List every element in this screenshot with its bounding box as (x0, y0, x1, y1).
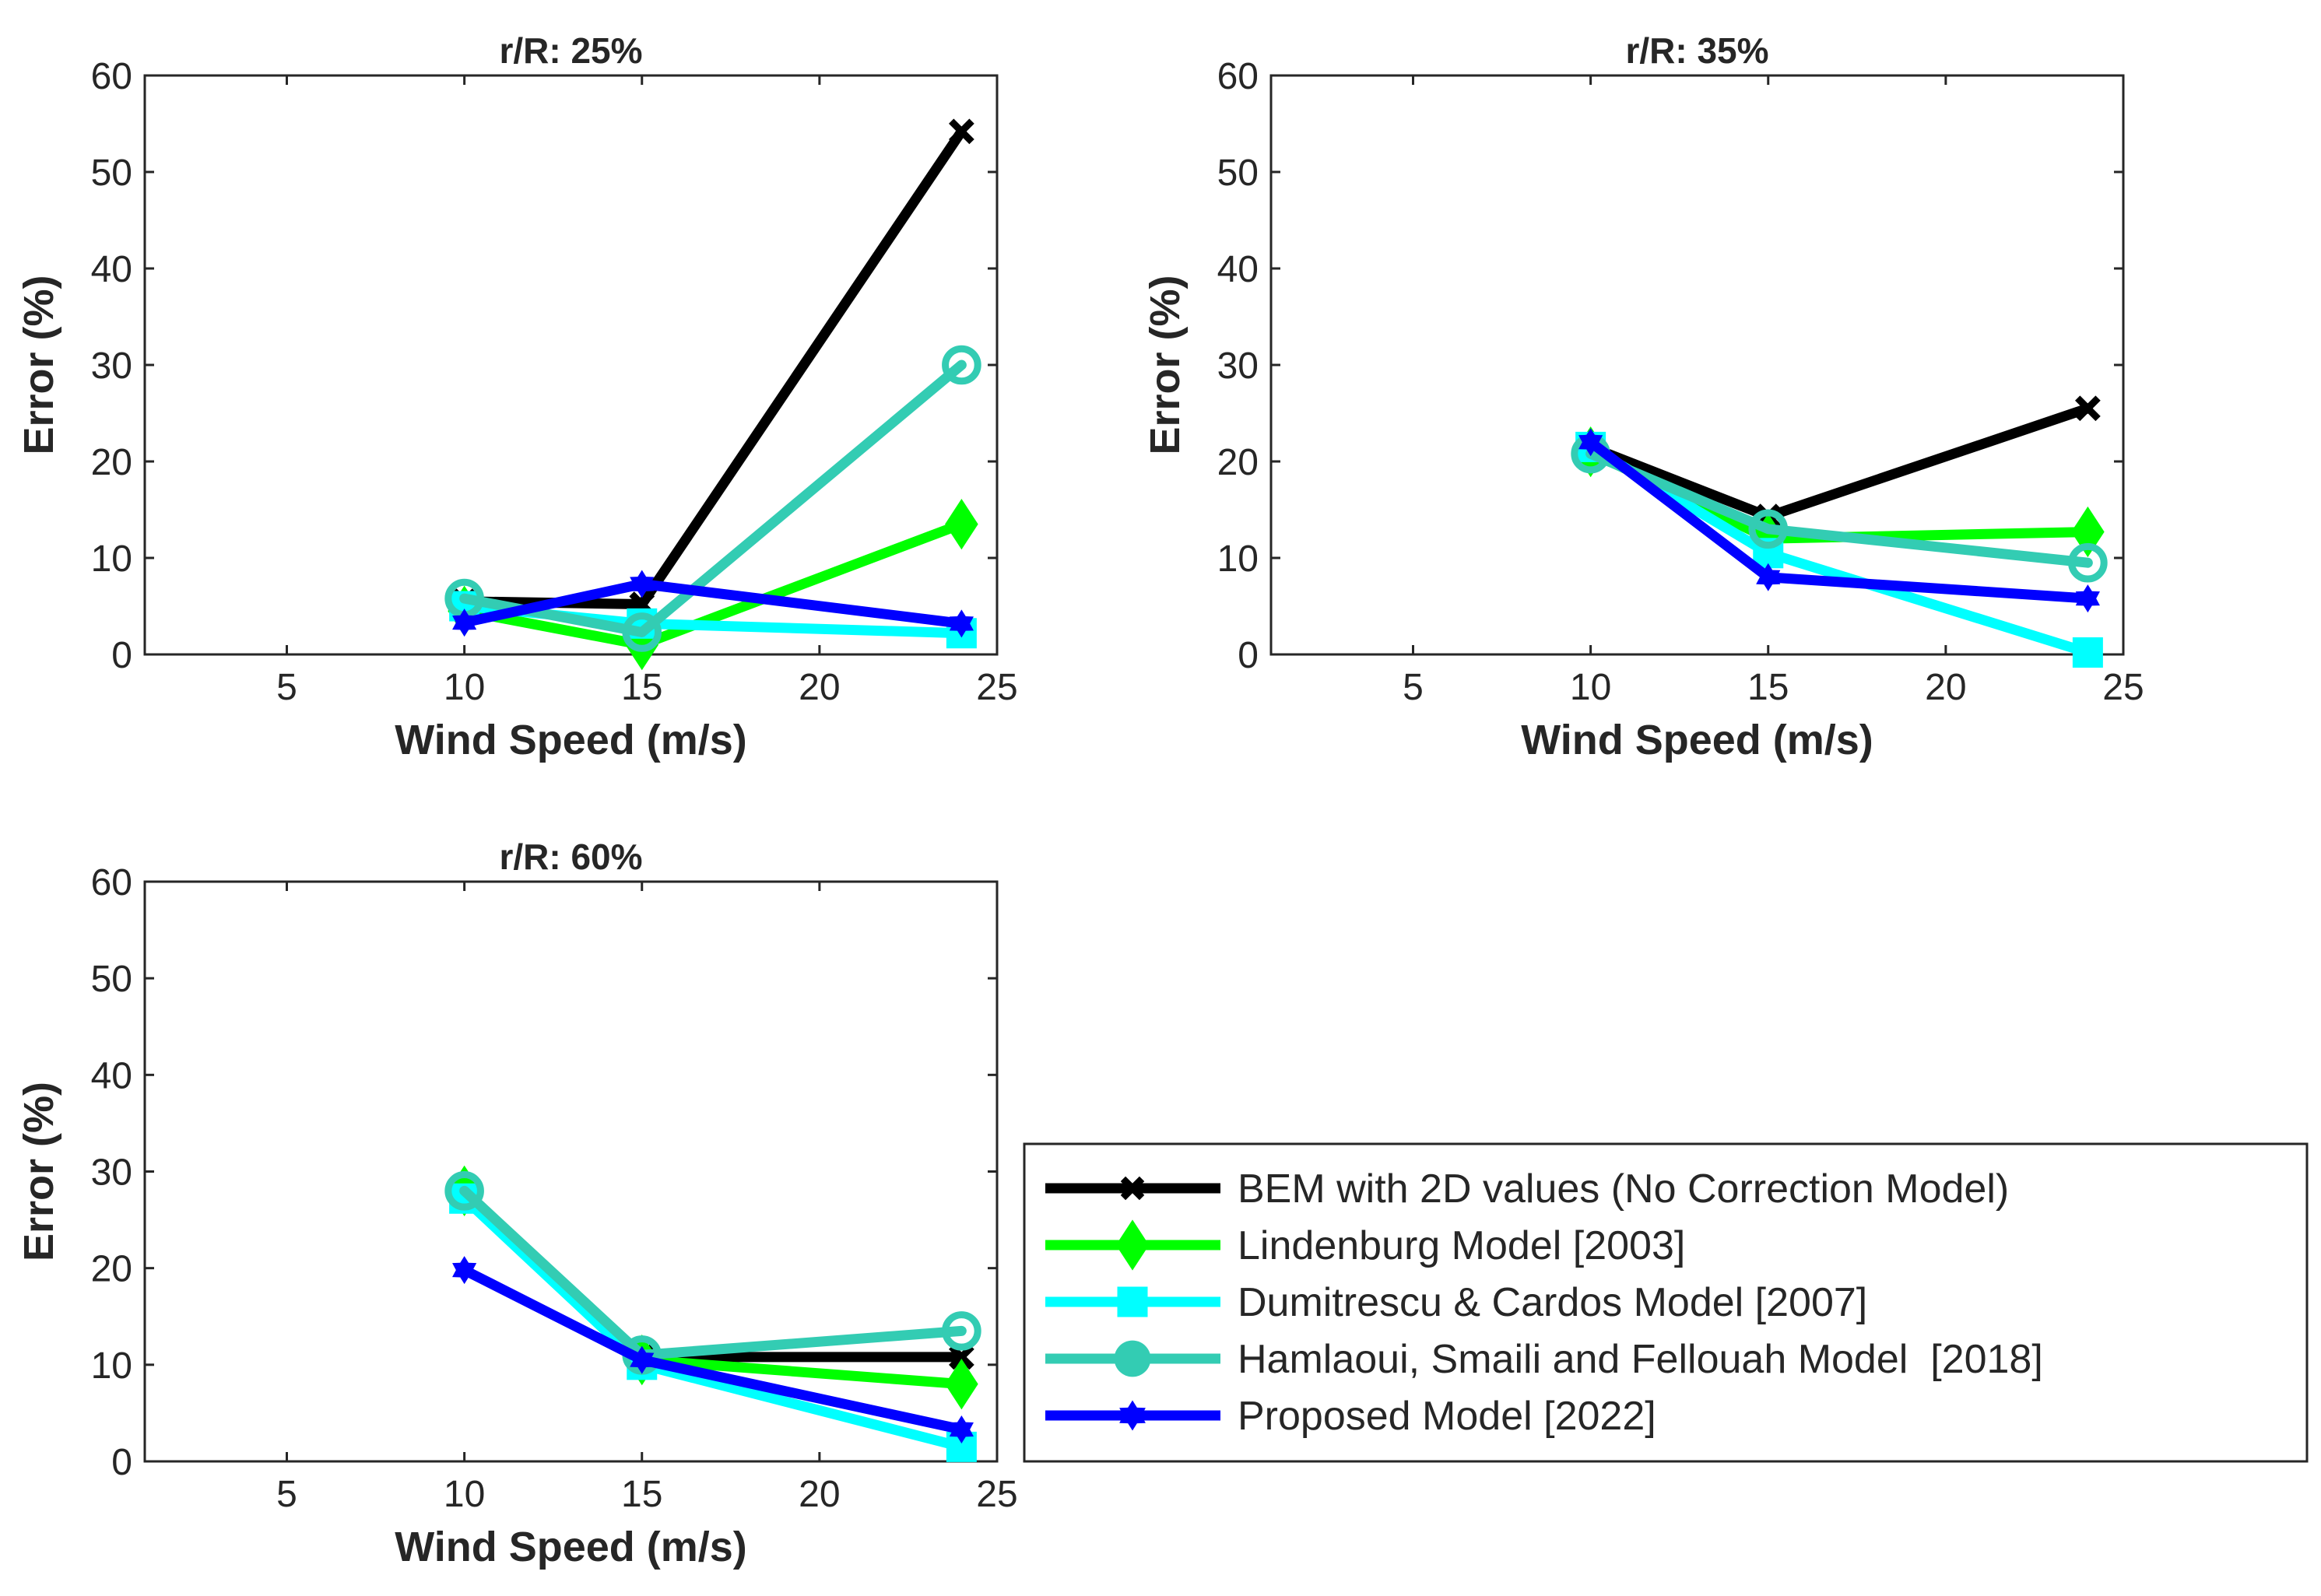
legend: BEM with 2D values (No Correction Model)… (1023, 1142, 2309, 1463)
y-tick-label: 60 (1217, 56, 1259, 97)
legend-label: Proposed Model [2022] (1238, 1394, 1656, 1439)
x-tick-label: 10 (444, 1474, 485, 1515)
legend-label: BEM with 2D values (No Correction Model) (1238, 1166, 2009, 1212)
data-point (630, 570, 655, 598)
x-tick-label: 10 (444, 667, 485, 708)
data-point (1756, 563, 1781, 591)
y-tick-label: 50 (91, 153, 132, 194)
legend-entry: Proposed Model [2022] (1045, 1394, 1656, 1439)
data-point (2072, 637, 2103, 668)
axes-box (143, 880, 999, 1463)
chart-panel: 0 10 20 30 40 50 60 5 10 15 20 25 r/R: 60% Wind Speed… (16, 837, 1018, 1570)
y-tick-label: 30 (1217, 346, 1259, 387)
data-point (948, 1344, 974, 1370)
data-point (444, 1171, 484, 1211)
legend-entry: Dumitrescu & Cardos Model [2007] (1045, 1280, 1867, 1325)
y-tick-label: 30 (91, 1152, 132, 1194)
y-axis-label: Error (%) (16, 275, 62, 454)
axes-box (143, 74, 999, 656)
x-axis-label: Wind Speed (m/s) (395, 717, 747, 763)
series-line (1585, 448, 2093, 568)
y-tick-label: 10 (91, 1345, 132, 1387)
legend-entry: Hamlaoui, Smaili and Fellouah Model [201… (1045, 1337, 2043, 1382)
data-point (945, 498, 978, 550)
x-tick-label: 25 (2102, 667, 2144, 708)
data-point (1578, 428, 1603, 457)
x-tick-label: 25 (976, 667, 1017, 708)
y-tick-label: 0 (1238, 635, 1259, 676)
legend-marker (1117, 1286, 1148, 1317)
data-point (622, 612, 662, 652)
data-point (942, 1311, 981, 1351)
y-tick-label: 10 (91, 538, 132, 580)
x-axis-label: Wind Speed (m/s) (1521, 717, 1873, 763)
x-tick-label: 25 (976, 1474, 1017, 1515)
x-tick-label: 5 (1403, 667, 1424, 708)
chart-title: r/R: 60% (499, 837, 642, 877)
y-tick-label: 50 (91, 959, 132, 1000)
y-tick-label: 10 (1217, 538, 1259, 580)
data-point (2071, 506, 2105, 558)
legend-label: Lindenburg Model [2003] (1238, 1223, 1685, 1268)
y-tick-label: 60 (91, 862, 132, 903)
legend-marker (1119, 1400, 1146, 1431)
y-tick-label: 20 (1217, 442, 1259, 483)
data-point (630, 1345, 655, 1374)
axes-box (1269, 74, 2125, 656)
x-tick-label: 15 (621, 667, 662, 708)
data-point (2075, 584, 2100, 613)
x-tick-label: 15 (1747, 667, 1789, 708)
x-tick-label: 5 (276, 667, 297, 708)
x-axis-label: Wind Speed (m/s) (395, 1524, 747, 1570)
x-tick-label: 10 (1570, 667, 1611, 708)
data-point (452, 609, 477, 637)
legend-marker (1120, 1176, 1145, 1201)
chart-panel: 0 10 20 30 40 50 60 5 10 15 20 25 r/R: 25% Wind Speed… (16, 30, 1018, 763)
x-tick-label: 5 (276, 1474, 297, 1515)
y-axis-label: Error (%) (1142, 275, 1189, 454)
y-tick-label: 0 (111, 635, 132, 676)
legend-entry: Lindenburg Model [2003] (1045, 1219, 1685, 1271)
y-tick-label: 20 (91, 442, 132, 483)
data-point (1748, 509, 1789, 549)
y-tick-label: 40 (91, 1055, 132, 1096)
y-tick-label: 40 (1217, 249, 1259, 290)
legend-label: Dumitrescu & Cardos Model [2007] (1238, 1280, 1867, 1325)
data-point (949, 609, 974, 638)
y-tick-label: 20 (91, 1249, 132, 1290)
y-tick-label: 30 (91, 346, 132, 387)
chart-title: r/R: 25% (499, 30, 642, 71)
data-point (948, 118, 974, 145)
y-tick-label: 40 (91, 249, 132, 290)
data-point (2068, 542, 2108, 583)
y-tick-label: 60 (91, 56, 132, 97)
data-point (949, 1415, 974, 1444)
data-point (452, 1256, 477, 1285)
y-tick-label: 50 (1217, 153, 1259, 194)
y-tick-label: 0 (111, 1442, 132, 1483)
x-tick-label: 15 (621, 1474, 662, 1515)
legend-box (1023, 1142, 2309, 1463)
x-tick-label: 20 (1925, 667, 1966, 708)
x-tick-label: 20 (799, 667, 840, 708)
chart-title: r/R: 35% (1625, 30, 1768, 71)
x-tick-label: 20 (799, 1474, 840, 1515)
data-point (2074, 395, 2101, 422)
legend-marker (1115, 1219, 1150, 1271)
legend-label: Hamlaoui, Smaili and Fellouah Model [201… (1238, 1337, 2043, 1382)
data-point (942, 345, 981, 385)
y-axis-label: Error (%) (16, 1082, 62, 1261)
data-point (945, 1359, 978, 1410)
chart-panel: 0 10 20 30 40 50 60 5 10 15 20 25 r/R: 35% Wind Speed… (1142, 30, 2144, 763)
legend-marker (1114, 1340, 1151, 1377)
legend-entry: BEM with 2D values (No Correction Model) (1045, 1166, 2009, 1212)
